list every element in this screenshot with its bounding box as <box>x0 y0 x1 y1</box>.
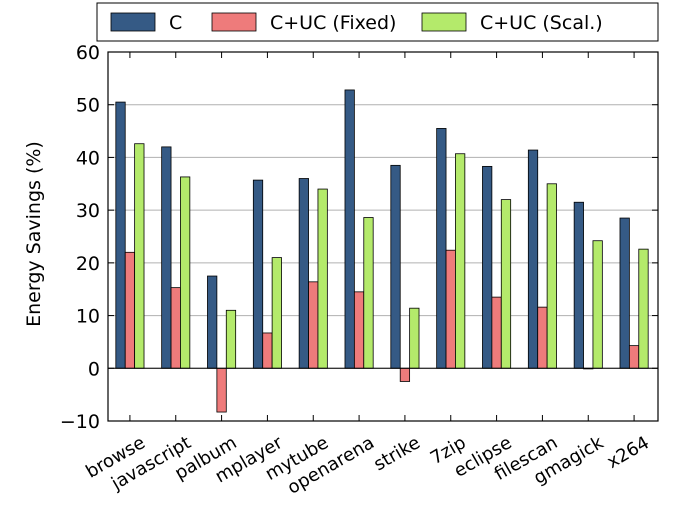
bar <box>546 183 557 369</box>
legend-label: C+UC (Scal.) <box>480 12 603 34</box>
bar <box>317 188 328 369</box>
bar <box>592 240 603 369</box>
bar <box>399 367 411 382</box>
legend: C C+UC (Fixed) C+UC (Scal.) <box>96 2 659 42</box>
bar <box>344 89 355 369</box>
legend-swatch <box>421 12 467 32</box>
bar <box>124 251 136 369</box>
bar <box>638 248 649 369</box>
bar <box>353 291 365 369</box>
bar <box>134 143 145 369</box>
bars <box>115 89 649 413</box>
y-tick-label: 50 <box>76 95 100 117</box>
y-axis-label: Energy Savings (%) <box>23 141 45 327</box>
bar <box>216 367 227 413</box>
bar <box>500 199 512 369</box>
bar <box>455 153 466 369</box>
bar <box>298 178 309 369</box>
bar <box>619 217 630 369</box>
y-tick-label: 60 <box>76 42 100 64</box>
axes <box>107 51 659 422</box>
bar <box>491 296 502 369</box>
bar <box>537 306 548 369</box>
bar <box>436 128 447 369</box>
legend-label: C+UC (Fixed) <box>270 12 396 34</box>
y-tick-label: 0 <box>88 358 100 380</box>
bar <box>527 149 539 369</box>
legend-swatch <box>211 12 257 32</box>
y-tick-label: 40 <box>76 147 100 169</box>
bar <box>180 176 191 369</box>
x-tick-label: strike <box>370 432 424 475</box>
bar <box>262 332 273 369</box>
legend-label: C <box>169 12 182 34</box>
bar <box>573 201 584 369</box>
bar <box>308 281 319 369</box>
legend-box <box>96 2 659 42</box>
plot-frame <box>107 51 659 422</box>
bar <box>271 257 282 369</box>
bar <box>445 249 456 369</box>
y-tick-label: 30 <box>76 200 100 222</box>
y-tick-label: 10 <box>76 306 100 328</box>
legend-swatch <box>110 12 156 32</box>
bar <box>409 307 420 369</box>
y-tick-label: −10 <box>60 411 100 433</box>
bar <box>207 275 218 369</box>
bar <box>170 287 181 369</box>
x-tick-labels: browsejavascriptpalbummplayermytubeopena… <box>82 432 653 499</box>
y-tick-label: 20 <box>76 253 100 275</box>
bar <box>628 345 640 369</box>
bar <box>363 217 374 369</box>
bar <box>390 164 401 369</box>
x-tick-label: x264 <box>603 432 652 473</box>
y-tick-labels: −10 0 10 20 30 40 50 60 <box>60 42 100 433</box>
bar <box>482 165 493 369</box>
bar <box>252 179 264 369</box>
bar <box>161 146 172 369</box>
bar <box>225 309 237 369</box>
bar <box>115 101 126 369</box>
